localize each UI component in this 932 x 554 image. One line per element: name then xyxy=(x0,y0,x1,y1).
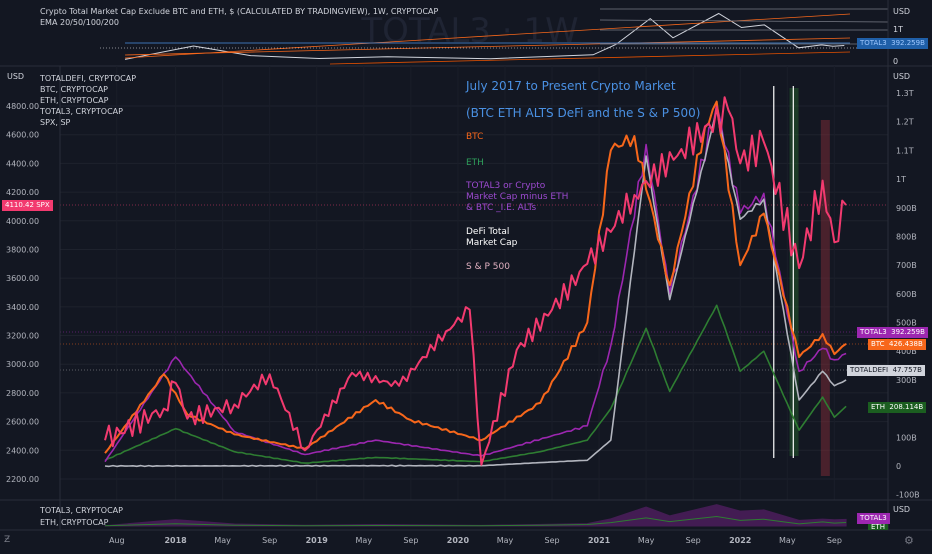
bottom-badge-total3: TOTAL3 xyxy=(857,513,890,524)
right-tick-label: 800B xyxy=(896,232,917,241)
bottom-legend-total3[interactable]: TOTAL3, CRYPTOCAP xyxy=(40,506,123,515)
legend-eth[interactable]: ETH, CRYPTOCAP xyxy=(40,96,109,105)
series-line-spx xyxy=(104,96,847,466)
left-tick-label: 3400.00 xyxy=(6,303,39,312)
ema-indicator-label[interactable]: EMA 20/50/100/200 xyxy=(40,18,119,27)
settings-gear-icon[interactable]: ⚙ xyxy=(904,534,914,547)
right-tick-label: 500B xyxy=(896,319,917,328)
right-tick-label: 700B xyxy=(896,261,917,270)
time-axis: Aug 2018 May Sep 2019 May Sep 2020 May Sep 2021 May… xyxy=(109,536,842,545)
badge-btc: BTC 426.438B xyxy=(868,339,926,350)
top-trend-line xyxy=(329,51,851,65)
time-tick-label: Sep xyxy=(827,536,842,545)
chart-title-line1: July 2017 to Present Crypto Market xyxy=(466,79,676,93)
left-tick-label: 2200.00 xyxy=(6,475,39,484)
right-tick-label: 0 xyxy=(896,462,901,471)
right-tick-label: 400B xyxy=(896,347,917,356)
top-trend-line xyxy=(599,19,889,23)
left-tick-label: 3000.00 xyxy=(6,360,39,369)
legend-totaldefi[interactable]: TOTALDEFI, CRYPTOCAP xyxy=(40,74,137,83)
time-tick-label: 2018 xyxy=(164,536,187,545)
top-usd-label: USD xyxy=(893,7,911,16)
red-highlight-zone xyxy=(820,120,830,476)
series-line-btc xyxy=(104,100,847,454)
time-tick-label: Sep xyxy=(262,536,277,545)
time-tick-label: 2020 xyxy=(447,536,470,545)
bottom-legend-eth[interactable]: ETH, CRYPTOCAP xyxy=(40,518,109,527)
right-price-axis: 1.3T 1.2T 1.1T 1T 900B 800B 700B 600B 500B 400B 30… xyxy=(896,89,920,500)
top-total3-badge: TOTAL3 392.259B xyxy=(857,38,928,49)
right-tick-label: 600B xyxy=(896,290,917,299)
annotation-spx: S & P 500 xyxy=(466,262,510,272)
top-watermark: TOTAL3 · 1W xyxy=(360,11,578,51)
top-trend-line xyxy=(124,13,851,59)
annotation-eth: ETH xyxy=(466,158,484,168)
main-legend: TOTALDEFI, CRYPTOCAP BTC, CRYPTOCAP ETH,… xyxy=(40,73,136,128)
right-tick-label: -100B xyxy=(896,491,920,500)
right-tick-label: 900B xyxy=(896,204,917,213)
badge-eth: ETH 208.114B xyxy=(868,402,927,413)
left-tick-label: 4800.00 xyxy=(6,102,39,111)
time-tick-label: May xyxy=(638,536,655,545)
right-tick-label: 100B xyxy=(896,433,917,442)
legend-spx[interactable]: SPX, SP xyxy=(40,118,71,127)
bottom-usd: USD xyxy=(893,505,911,514)
main-series xyxy=(104,96,847,468)
chart-title-line2: (BTC ETH ALTS DeFi and the S & P 500) xyxy=(466,106,701,120)
bottom-total3-area xyxy=(104,504,847,527)
green-highlight-zone xyxy=(789,88,799,456)
chart-header-title: Crypto Total Market Cap Exclude BTC and … xyxy=(40,7,439,16)
annotation-total3: TOTAL3 or Crypto Market Cap minus ETH & … xyxy=(466,181,569,213)
left-axis-usd: USD xyxy=(7,72,25,81)
left-tick-label: 3800.00 xyxy=(6,245,39,254)
time-tick-label: May xyxy=(356,536,373,545)
left-tick-label: 4200.00 xyxy=(6,188,39,197)
time-tick-label: Sep xyxy=(686,536,701,545)
left-tick-label: 2800.00 xyxy=(6,389,39,398)
left-tick-label: 3600.00 xyxy=(6,274,39,283)
right-tick-label: 1.3T xyxy=(896,89,914,98)
time-tick-label: May xyxy=(214,536,231,545)
top-tick-1t: 1T xyxy=(893,25,903,34)
badge-totaldefi: TOTALDEFI 47.757B xyxy=(847,365,925,376)
time-tick-label: 2019 xyxy=(306,536,329,545)
right-tick-label: 300B xyxy=(896,376,917,385)
left-tick-label: 2600.00 xyxy=(6,418,39,427)
bottom-eth-line xyxy=(104,515,847,527)
top-overview-pane xyxy=(100,8,889,65)
time-tick-label: May xyxy=(779,536,796,545)
right-tick-label: 1T xyxy=(896,175,906,184)
right-tick-label: 1.1T xyxy=(896,146,914,155)
legend-total3[interactable]: TOTAL3, CRYPTOCAP xyxy=(40,107,123,116)
bottom-pane xyxy=(104,504,847,527)
top-tick-0: 0 xyxy=(893,57,899,66)
left-tick-label: 4400.00 xyxy=(6,159,39,168)
main-grid xyxy=(60,66,888,500)
timezone-icon[interactable]: Ƶ xyxy=(4,535,11,545)
left-tick-label: 4600.00 xyxy=(6,131,39,140)
right-tick-label: 1.2T xyxy=(896,118,914,127)
time-tick-label: May xyxy=(497,536,514,545)
annotation-btc: BTC xyxy=(466,132,484,142)
spx-price-badge: 4110.42 SPX xyxy=(2,200,53,211)
series-line-eth xyxy=(104,304,847,464)
left-price-axis: 4800.00 4600.00 4400.00 4200.00 4000.00 3800.… xyxy=(6,102,39,484)
top-trend-line xyxy=(124,37,851,56)
time-tick-label: 2022 xyxy=(729,536,751,545)
annotation-defi: DeFi Total Market Cap xyxy=(466,227,518,248)
time-tick-label: 2021 xyxy=(588,536,611,545)
time-tick-label: Sep xyxy=(403,536,418,545)
left-tick-label: 3200.00 xyxy=(6,332,39,341)
left-tick-label: 4000.00 xyxy=(6,217,39,226)
badge-total3: TOTAL3 392.259B xyxy=(857,327,928,338)
time-tick-label: Sep xyxy=(544,536,559,545)
time-tick-label: Aug xyxy=(109,536,125,545)
legend-btc[interactable]: BTC, CRYPTOCAP xyxy=(40,85,108,94)
left-tick-label: 2400.00 xyxy=(6,446,39,455)
top-total3-line xyxy=(124,12,845,60)
bottom-badge-eth: ETH xyxy=(868,524,888,530)
right-axis-usd: USD xyxy=(893,72,911,81)
